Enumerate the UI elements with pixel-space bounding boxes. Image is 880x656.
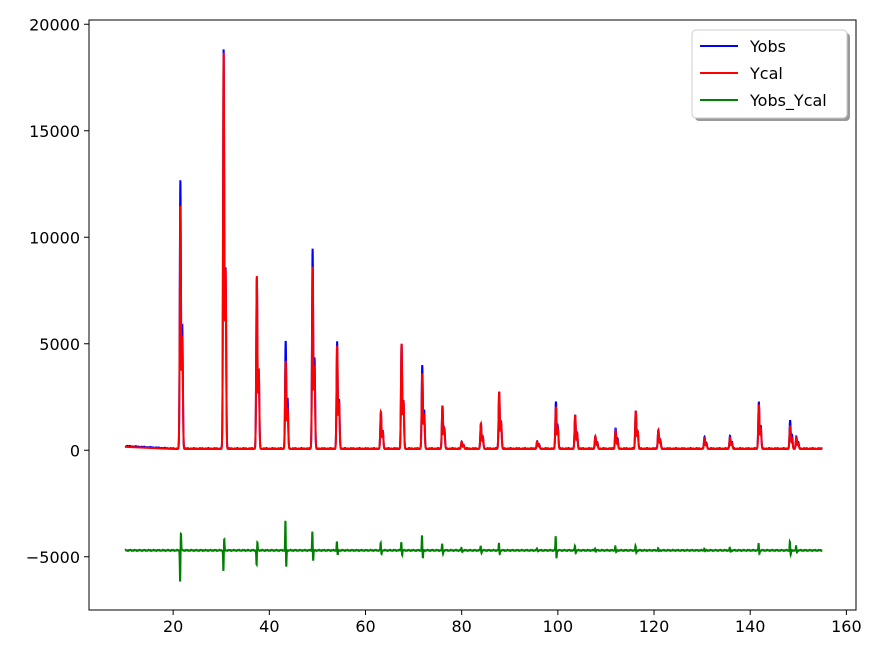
x-tick-label: 140: [735, 617, 766, 636]
y-tick-label: −5000: [26, 548, 80, 567]
x-tick-label: 100: [543, 617, 574, 636]
x-tick-label: 80: [452, 617, 472, 636]
x-tick-label: 160: [831, 617, 862, 636]
series-line-ycal: [124, 52, 823, 450]
legend-label: Yobs_Ycal: [749, 91, 827, 111]
y-tick-label: 10000: [29, 228, 80, 247]
legend-label: Yobs: [749, 37, 786, 56]
legend-label: Ycal: [749, 64, 783, 83]
x-tick-label: 60: [355, 617, 375, 636]
x-tick-label: 20: [163, 617, 183, 636]
y-tick-label: 0: [70, 441, 80, 460]
x-tick-label: 40: [259, 617, 279, 636]
y-tick-label: 5000: [39, 335, 80, 354]
x-tick-label: 120: [639, 617, 670, 636]
legend-box: [691, 29, 848, 119]
series-layer: [124, 49, 823, 582]
plot-frame: [88, 19, 857, 611]
y-tick-label: 20000: [29, 15, 80, 34]
y-axis: 20000 15000 10000 5000 0 −5000: [26, 15, 89, 567]
x-axis: 20 40 60 80 100 120 140 160: [163, 610, 862, 636]
legend: Yobs Ycal Yobs_Ycal: [691, 29, 850, 121]
series-line-yobs-ycal: [124, 520, 823, 582]
y-tick-label: 15000: [29, 122, 80, 141]
